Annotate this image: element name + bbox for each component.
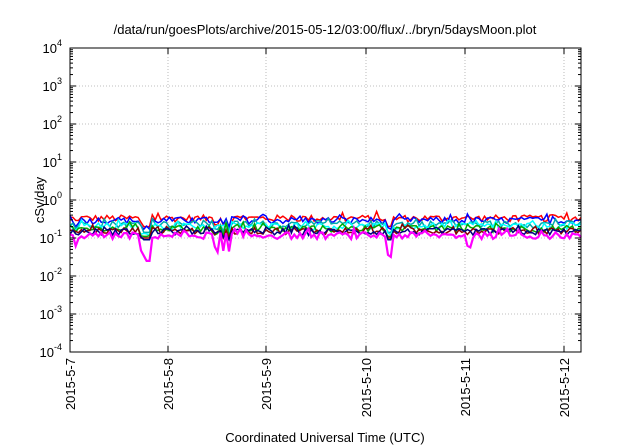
y-tick-base: 10 [43, 155, 57, 170]
y-tick-base: 10 [40, 231, 54, 246]
y-tick-exponent: -3 [54, 304, 62, 314]
y-tick-exponent: -1 [54, 228, 62, 238]
y-axis-label: cSv/day [32, 176, 47, 223]
x-tick-label: 2015-5-7 [63, 358, 78, 410]
y-tick-base: 10 [40, 345, 54, 360]
x-tick-label: 2015-5-9 [259, 358, 274, 410]
y-tick-label: 10-3 [40, 304, 62, 322]
y-tick-base: 10 [43, 193, 57, 208]
y-tick-exponent: 0 [57, 190, 62, 200]
series-line [69, 222, 582, 242]
y-tick-exponent: 4 [57, 38, 62, 48]
y-tick-label: 10-1 [40, 228, 62, 246]
y-tick-base: 10 [43, 41, 57, 56]
y-tick-label: 104 [43, 38, 62, 56]
y-tick-base: 10 [40, 307, 54, 322]
y-tick-base: 10 [43, 79, 57, 94]
x-tick-label: 2015-5-12 [557, 358, 572, 417]
y-tick-base: 10 [43, 117, 57, 132]
y-tick-exponent: 3 [57, 76, 62, 86]
y-tick-exponent: 1 [57, 152, 62, 162]
x-tick-label: 2015-5-10 [359, 358, 374, 417]
series-group [69, 209, 582, 262]
y-tick-label: 10-4 [40, 342, 62, 360]
y-tick-label: 103 [43, 76, 62, 94]
y-tick-label: 100 [43, 190, 62, 208]
y-tick-base: 10 [40, 269, 54, 284]
series-line [69, 224, 582, 262]
grid [69, 47, 581, 353]
series-line [69, 217, 582, 236]
chart-title: /data/run/goesPlots/archive/2015-05-12/0… [114, 22, 537, 37]
y-tick-label: 102 [43, 114, 62, 132]
x-axis-ticks: 2015-5-7 2015-5-8 2015-5-9 2015-5-10 2015-5-… [63, 48, 572, 417]
y-tick-exponent: -4 [54, 342, 62, 352]
x-axis-label: Coordinated Universal Time (UTC) [225, 430, 424, 445]
y-tick-exponent: 2 [57, 114, 62, 124]
y-tick-exponent: -2 [54, 266, 62, 276]
y-tick-label: 101 [43, 152, 62, 170]
x-tick-label: 2015-5-11 [458, 358, 473, 416]
x-tick-label: 2015-5-8 [161, 358, 176, 410]
y-tick-label: 10-2 [40, 266, 62, 284]
